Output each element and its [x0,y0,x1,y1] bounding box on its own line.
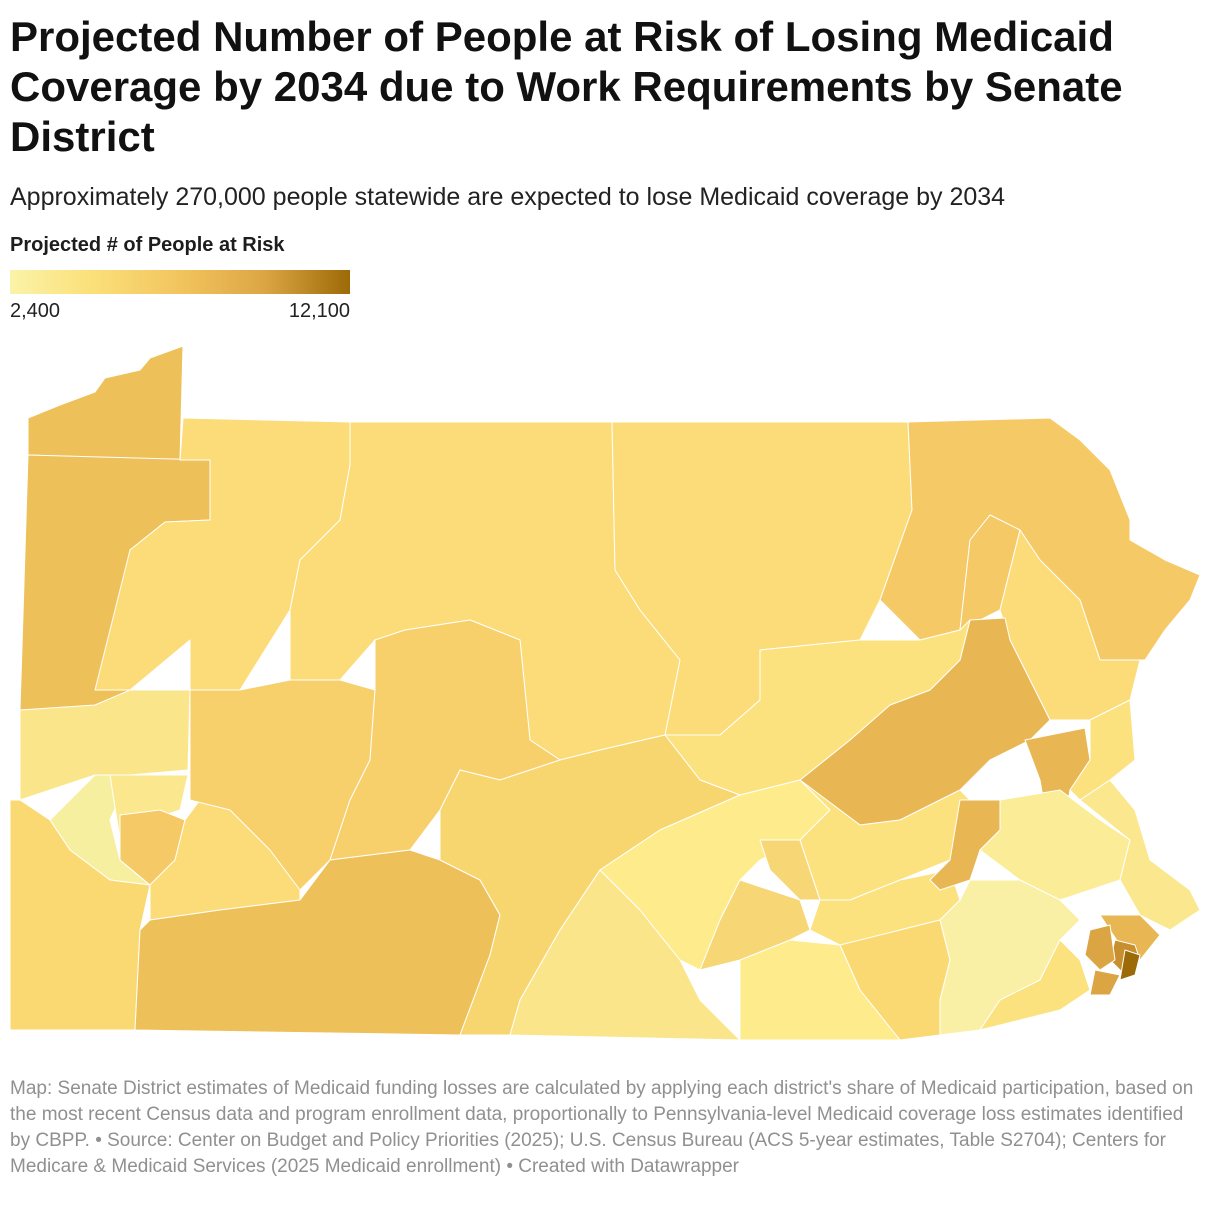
district-lebanon[interactable] [799,779,981,901]
district-erie[interactable] [27,345,184,461]
district-philadelphia-center[interactable] [1119,949,1141,981]
district-beaver[interactable] [19,689,191,801]
chart-subtitle: Approximately 270,000 people statewide a… [10,183,1006,211]
legend-min-label: 2,400 [10,300,61,322]
district-philadelphia-s[interactable] [1089,969,1121,996]
legend-max-label: 12,100 [288,300,350,322]
district-lancaster-west[interactable] [699,879,811,971]
district-central-east[interactable] [664,619,971,796]
district-southwest[interactable] [9,799,151,1031]
district-cumberland[interactable] [599,779,831,971]
pennsylvania-district-map [9,345,1201,1041]
district-bucks-north[interactable] [979,789,1131,901]
chart-title: Projected Number of People at Risk of Lo… [10,13,1123,160]
source-notes: Map: Senate District estimates of Medica… [10,1078,1194,1177]
district-philadelphia-w[interactable] [1084,924,1116,971]
district-delco[interactable] [979,939,1091,1031]
legend-color-bar [10,270,350,294]
legend-title: Projected # of People at Risk [10,234,285,256]
district-bucks[interactable] [1079,779,1201,931]
